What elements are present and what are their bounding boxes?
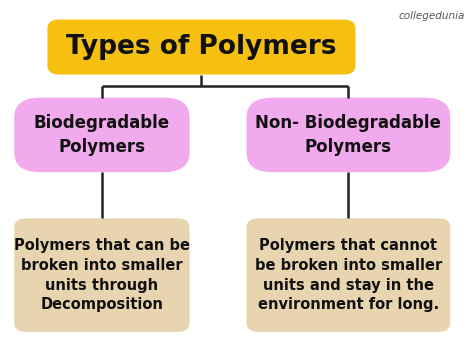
Text: Polymers that cannot
be broken into smaller
units and stay in the
environment fo: Polymers that cannot be broken into smal… [255,238,442,312]
Text: Polymers that can be
broken into smaller
units through
Decomposition: Polymers that can be broken into smaller… [14,238,190,312]
FancyBboxPatch shape [47,20,356,75]
Text: Non- Biodegradable
Polymers: Non- Biodegradable Polymers [255,114,441,156]
Text: Biodegradable
Polymers: Biodegradable Polymers [34,114,170,156]
FancyBboxPatch shape [14,98,190,172]
FancyBboxPatch shape [246,98,450,172]
Text: collegedunia: collegedunia [398,11,465,21]
FancyBboxPatch shape [246,218,450,332]
Text: Types of Polymers: Types of Polymers [66,34,337,60]
FancyBboxPatch shape [14,218,190,332]
